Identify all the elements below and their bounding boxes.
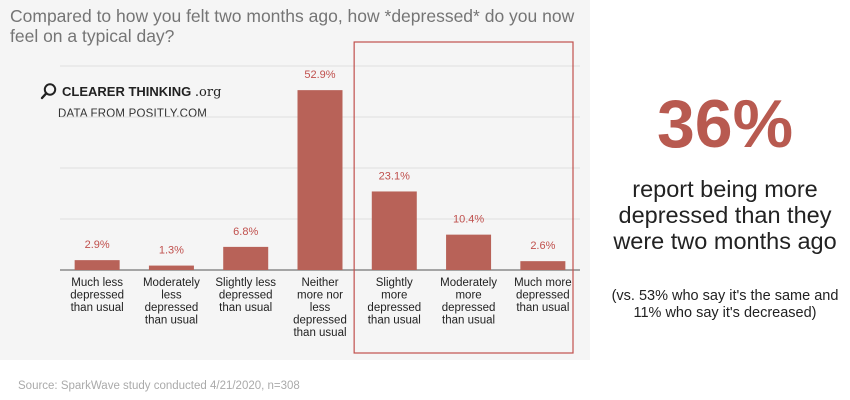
category-label: Slightly less depressed than usual xyxy=(215,277,276,314)
category-label: Moderately more depressed than usual xyxy=(440,277,497,327)
data-label: 23.1% xyxy=(379,170,410,182)
data-label: 1.3% xyxy=(159,245,184,257)
chart-title: Compared to how you felt two months ago,… xyxy=(10,6,575,46)
category-label: Much more depressed than usual xyxy=(514,277,572,314)
source-note: Source: SparkWave study conducted 4/21/2… xyxy=(18,380,300,392)
clearer-thinking-logo: CLEARER THINKING .org xyxy=(40,82,221,103)
category-label: Neither more nor less depressed than usual xyxy=(293,277,347,339)
callout-note: (vs. 53% who say it's the same and 11% w… xyxy=(611,288,839,321)
callout-percent: 36% xyxy=(656,86,794,162)
bar xyxy=(223,246,269,270)
bar xyxy=(74,260,120,270)
data-label: 10.4% xyxy=(453,214,484,226)
callout-headline: report being more depressed than they we… xyxy=(613,176,837,254)
data-label: 52.9% xyxy=(304,69,335,81)
data-label: 2.9% xyxy=(85,239,110,251)
bar xyxy=(446,234,492,270)
chart-panel xyxy=(0,0,590,360)
bar xyxy=(297,90,343,270)
category-label: Slightly more depressed than usual xyxy=(367,277,421,327)
logo-suffix: .org xyxy=(194,85,222,100)
data-label: 6.8% xyxy=(233,226,258,238)
highlight-box xyxy=(353,41,574,354)
category-label: Moderately less depressed than usual xyxy=(143,277,200,327)
logo-name: CLEARER THINKING xyxy=(62,84,192,99)
bar xyxy=(148,265,194,270)
magnifier-icon xyxy=(40,82,58,103)
bar-chart: 2.9% Much less depressed than usual 1.3% Mode… xyxy=(60,41,580,354)
category-label: Much less depressed than usual xyxy=(70,277,124,314)
data-label: 2.6% xyxy=(530,240,555,252)
bar xyxy=(520,261,566,270)
bar xyxy=(371,191,417,270)
